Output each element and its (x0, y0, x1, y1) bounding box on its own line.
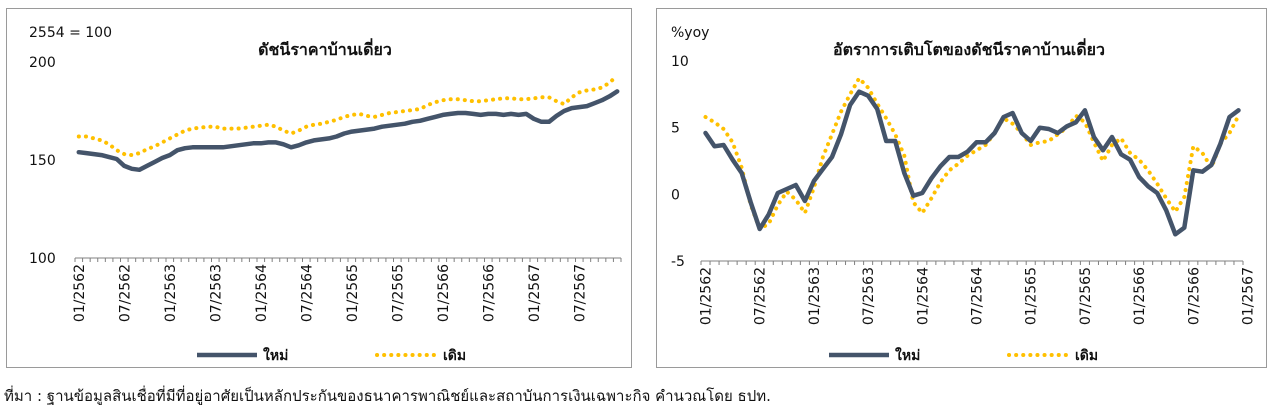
right-legend-old-label: เดิม (1075, 348, 1098, 364)
right-x-tick-label: 01/2567 (1241, 267, 1257, 325)
left-y-tick-label: 200 (29, 55, 56, 71)
right-y-tick-label: 5 (671, 121, 680, 137)
right-series-new-line (703, 89, 1241, 237)
left-x-tick-label: 01/2562 (72, 264, 88, 322)
left-x-tick-label: 07/2566 (481, 264, 497, 322)
right-x-tick-label: 01/2566 (1132, 267, 1148, 325)
left-x-tick-label: 07/2564 (299, 264, 315, 322)
left-x-tick-label: 07/2562 (117, 264, 133, 322)
left-x-tick-label: 01/2566 (436, 264, 452, 322)
left-chart-title: ดัชนีราคาบ้านเดี่ยว (258, 38, 392, 59)
right-x-tick-label: 01/2563 (807, 267, 823, 325)
right-y-tick-label: 0 (671, 187, 680, 203)
right-x-tick-label: 07/2565 (1078, 267, 1094, 325)
right-x-tick-label: 07/2566 (1186, 267, 1202, 325)
left-unit-label: 2554 = 100 (29, 25, 112, 41)
left-x-tick-label: 01/2563 (163, 264, 179, 322)
house-price-index-chart: 2554 = 100 ดัชนีราคาบ้านเดี่ยว 100 150 200 01… (29, 25, 622, 364)
right-y-tick-label: 10 (671, 54, 689, 70)
right-x-tick-label: 01/2562 (699, 267, 715, 325)
left-x-tick-label: 01/2564 (254, 264, 270, 322)
left-x-tick-label: 01/2567 (527, 264, 543, 322)
left-y-tick-label: 150 (29, 153, 56, 169)
house-price-growth-chart: %yoy อัตราการเติบโตของดัชนีราคาบ้านเดี่ยว… (671, 25, 1257, 364)
right-x-tick-label: 01/2565 (1024, 267, 1040, 325)
left-x-tick-label: 07/2567 (572, 264, 588, 322)
right-x-tick-label: 07/2562 (753, 267, 769, 325)
right-y-tick-label: -5 (671, 254, 685, 270)
right-x-tick-label: 01/2564 (915, 267, 931, 325)
left-x-tick-label: 01/2565 (345, 264, 361, 322)
right-legend-new-label: ใหม่ (895, 346, 920, 364)
right-series-old-line (703, 76, 1241, 231)
source-note: ที่มา : ฐานข้อมูลสินเชื่อที่มีที่อยู่อาศ… (4, 387, 771, 405)
left-legend-old-label: เดิม (443, 348, 466, 364)
right-x-tick-label: 07/2564 (970, 267, 986, 325)
left-series-new-line (76, 89, 620, 173)
left-y-tick-label: 100 (29, 251, 56, 267)
left-series-old-line (76, 73, 620, 158)
left-x-tick-label: 07/2565 (390, 264, 406, 322)
right-unit-label: %yoy (671, 25, 709, 41)
house-price-growth-chart-panel: %yoy อัตราการเติบโตของดัชนีราคาบ้านเดี่ยว… (656, 8, 1267, 368)
left-x-tick-label: 07/2563 (208, 264, 224, 322)
right-x-tick-label: 07/2563 (861, 267, 877, 325)
right-chart-title: อัตราการเติบโตของดัชนีราคาบ้านเดี่ยว (833, 38, 1105, 59)
left-legend-new-label: ใหม่ (263, 346, 288, 364)
house-price-index-chart-panel: 2554 = 100 ดัชนีราคาบ้านเดี่ยว 100 150 200 01… (6, 8, 632, 368)
